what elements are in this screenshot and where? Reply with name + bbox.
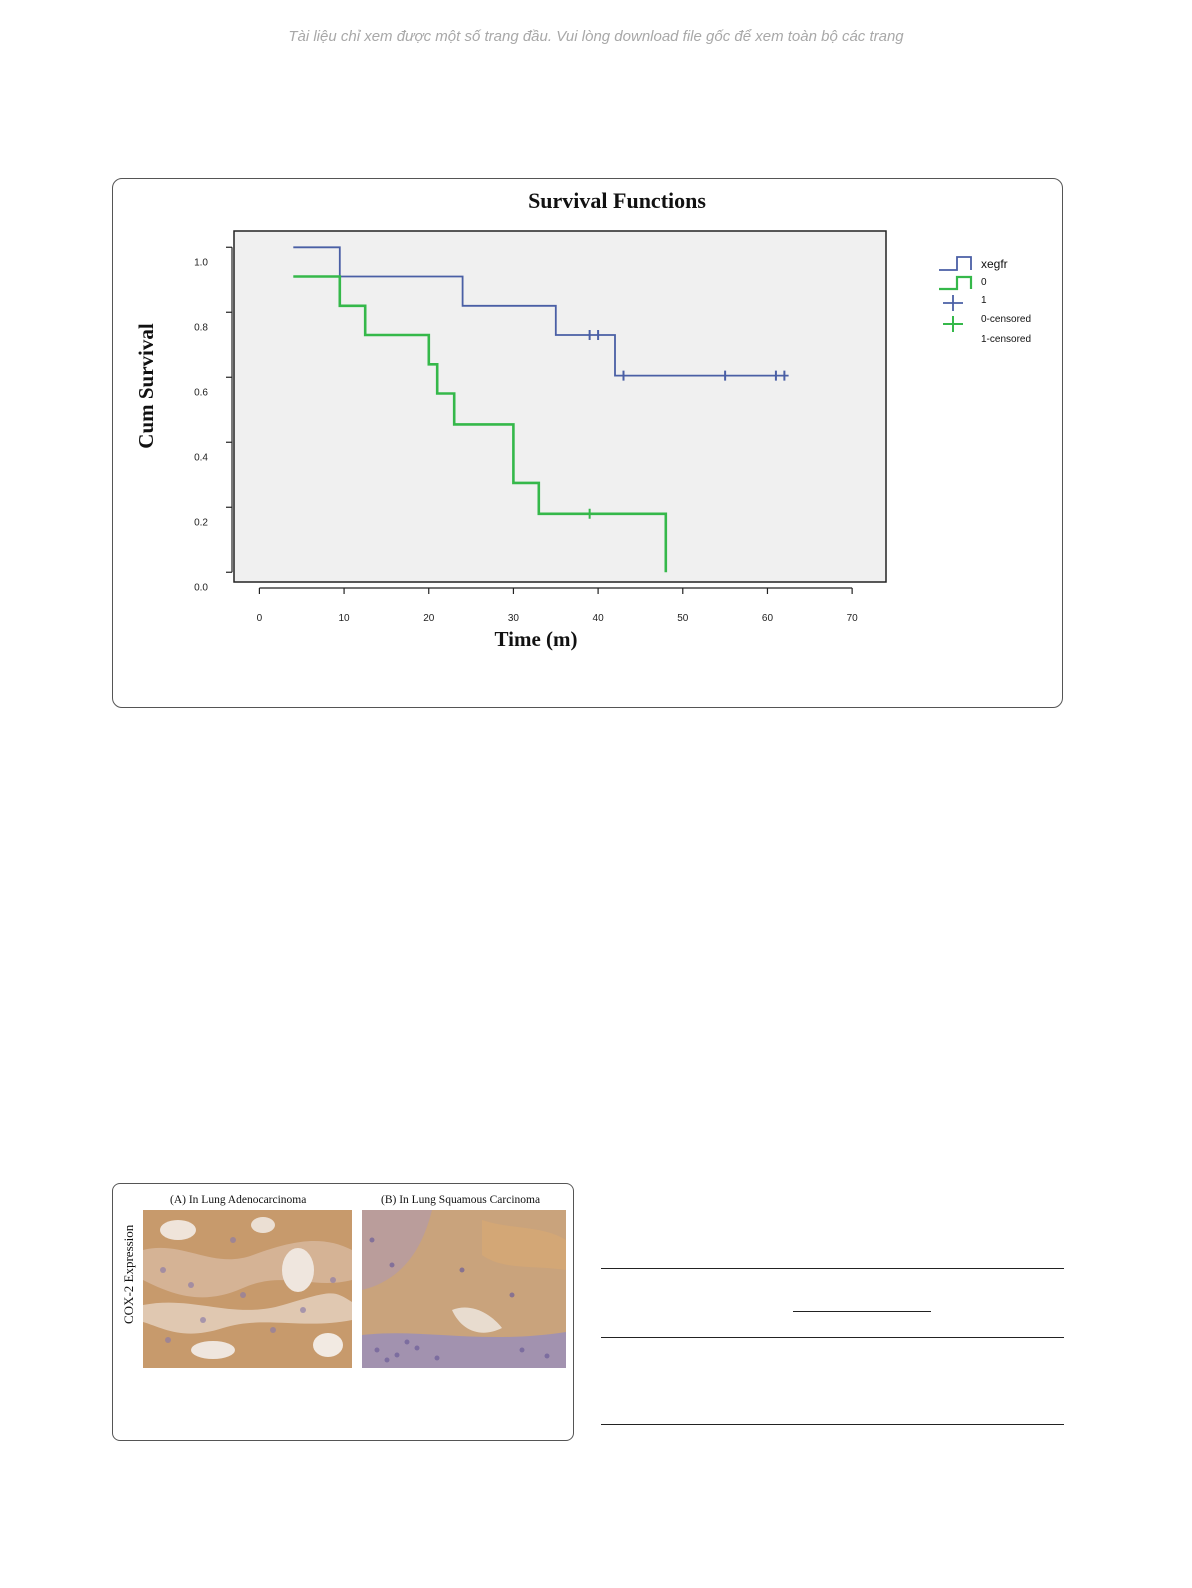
survival-chart-card: Survival Functions 0.0 0.2 0.4 0.6 0.8 1.0 0 1… xyxy=(112,178,1063,708)
x-tick-label: 50 xyxy=(677,613,689,624)
legend-label: 0-censored xyxy=(981,314,1031,325)
table-rule-header xyxy=(601,1337,1064,1338)
series-layer xyxy=(293,246,789,573)
y-axis-label: Cum Survival xyxy=(134,323,158,449)
panel-a-title: (A) In Lung Adenocarcinoma xyxy=(170,1194,307,1206)
table-rule-bottom xyxy=(601,1424,1064,1425)
x-tick-label: 60 xyxy=(762,613,774,624)
preview-notice: Tài liệu chỉ xem được một số trang đầu. … xyxy=(288,28,904,45)
squamous-carcinoma-micrograph xyxy=(362,1210,566,1368)
x-tick-label: 30 xyxy=(508,613,520,624)
adenocarcinoma-micrograph xyxy=(143,1210,352,1368)
legend: xegfr 0 1 0-censored 1-censored xyxy=(939,256,1031,345)
legend-swatch-group-0 xyxy=(939,256,972,271)
x-axis: 0 10 20 30 40 50 60 70 xyxy=(257,587,859,624)
y-tick-label: 0.6 xyxy=(194,387,208,398)
y-tick-label: 1.0 xyxy=(194,257,208,268)
legend-label: 1 xyxy=(981,295,987,306)
legend-swatch-group-1 xyxy=(939,275,973,291)
y-tick-label: 0.2 xyxy=(194,517,208,528)
legend-label: 1-censored xyxy=(981,334,1031,345)
plot-area xyxy=(233,230,887,583)
y-tick-label: 0.0 xyxy=(194,582,208,593)
x-tick-label: 0 xyxy=(257,613,263,624)
y-tick-label: 0.4 xyxy=(194,452,208,463)
table-rule-top xyxy=(601,1268,1064,1269)
cox2-figure-card: COX-2 Expression (A) In Lung Adenocarcin… xyxy=(112,1183,574,1441)
survival-line-group-1 xyxy=(293,275,668,573)
x-axis-label: Time (m) xyxy=(494,627,577,651)
figure-ylabel: COX-2 Expression xyxy=(121,1224,136,1324)
panel-b-title: (B) In Lung Squamous Carcinoma xyxy=(381,1194,541,1206)
survival-chart: Survival Functions 0.0 0.2 0.4 0.6 0.8 1.0 0 1… xyxy=(134,188,1031,651)
chart-title: Survival Functions xyxy=(528,188,706,213)
legend-title: xegfr xyxy=(981,257,1008,271)
x-tick-label: 70 xyxy=(847,613,859,624)
y-tick-label: 0.8 xyxy=(194,322,208,333)
legend-label: 0 xyxy=(981,277,987,288)
x-tick-label: 40 xyxy=(593,613,605,624)
x-tick-label: 10 xyxy=(339,613,351,624)
table-rule-subheader xyxy=(793,1311,931,1312)
x-tick-label: 20 xyxy=(423,613,435,624)
survival-line-group-0 xyxy=(293,246,789,377)
y-axis: 0.0 0.2 0.4 0.6 0.8 1.0 xyxy=(194,246,233,593)
